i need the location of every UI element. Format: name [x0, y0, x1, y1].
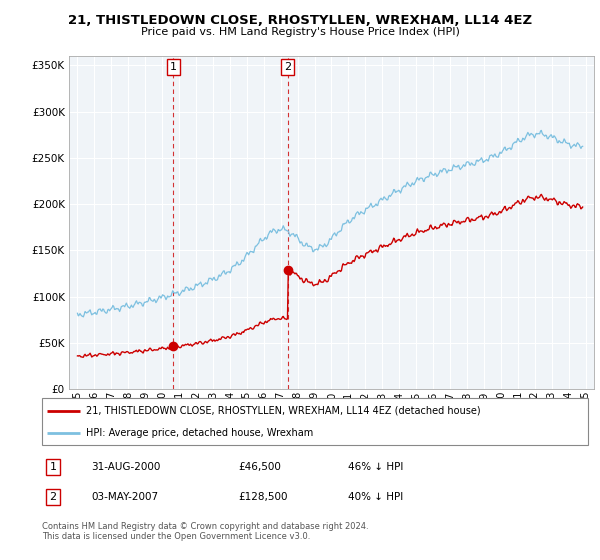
- Text: £128,500: £128,500: [239, 492, 288, 502]
- Text: 21, THISTLEDOWN CLOSE, RHOSTYLLEN, WREXHAM, LL14 4EZ (detached house): 21, THISTLEDOWN CLOSE, RHOSTYLLEN, WREXH…: [86, 406, 481, 416]
- Text: 1: 1: [170, 62, 177, 72]
- Text: 21, THISTLEDOWN CLOSE, RHOSTYLLEN, WREXHAM, LL14 4EZ: 21, THISTLEDOWN CLOSE, RHOSTYLLEN, WREXH…: [68, 14, 532, 27]
- Text: 03-MAY-2007: 03-MAY-2007: [91, 492, 158, 502]
- Text: Price paid vs. HM Land Registry's House Price Index (HPI): Price paid vs. HM Land Registry's House …: [140, 27, 460, 37]
- Text: £46,500: £46,500: [239, 462, 281, 472]
- Text: 2: 2: [284, 62, 292, 72]
- Text: 46% ↓ HPI: 46% ↓ HPI: [348, 462, 403, 472]
- Text: 40% ↓ HPI: 40% ↓ HPI: [348, 492, 403, 502]
- Text: HPI: Average price, detached house, Wrexham: HPI: Average price, detached house, Wrex…: [86, 428, 313, 438]
- Text: 1: 1: [49, 462, 56, 472]
- Text: 31-AUG-2000: 31-AUG-2000: [91, 462, 161, 472]
- Text: Contains HM Land Registry data © Crown copyright and database right 2024.
This d: Contains HM Land Registry data © Crown c…: [42, 522, 368, 542]
- Text: 2: 2: [49, 492, 56, 502]
